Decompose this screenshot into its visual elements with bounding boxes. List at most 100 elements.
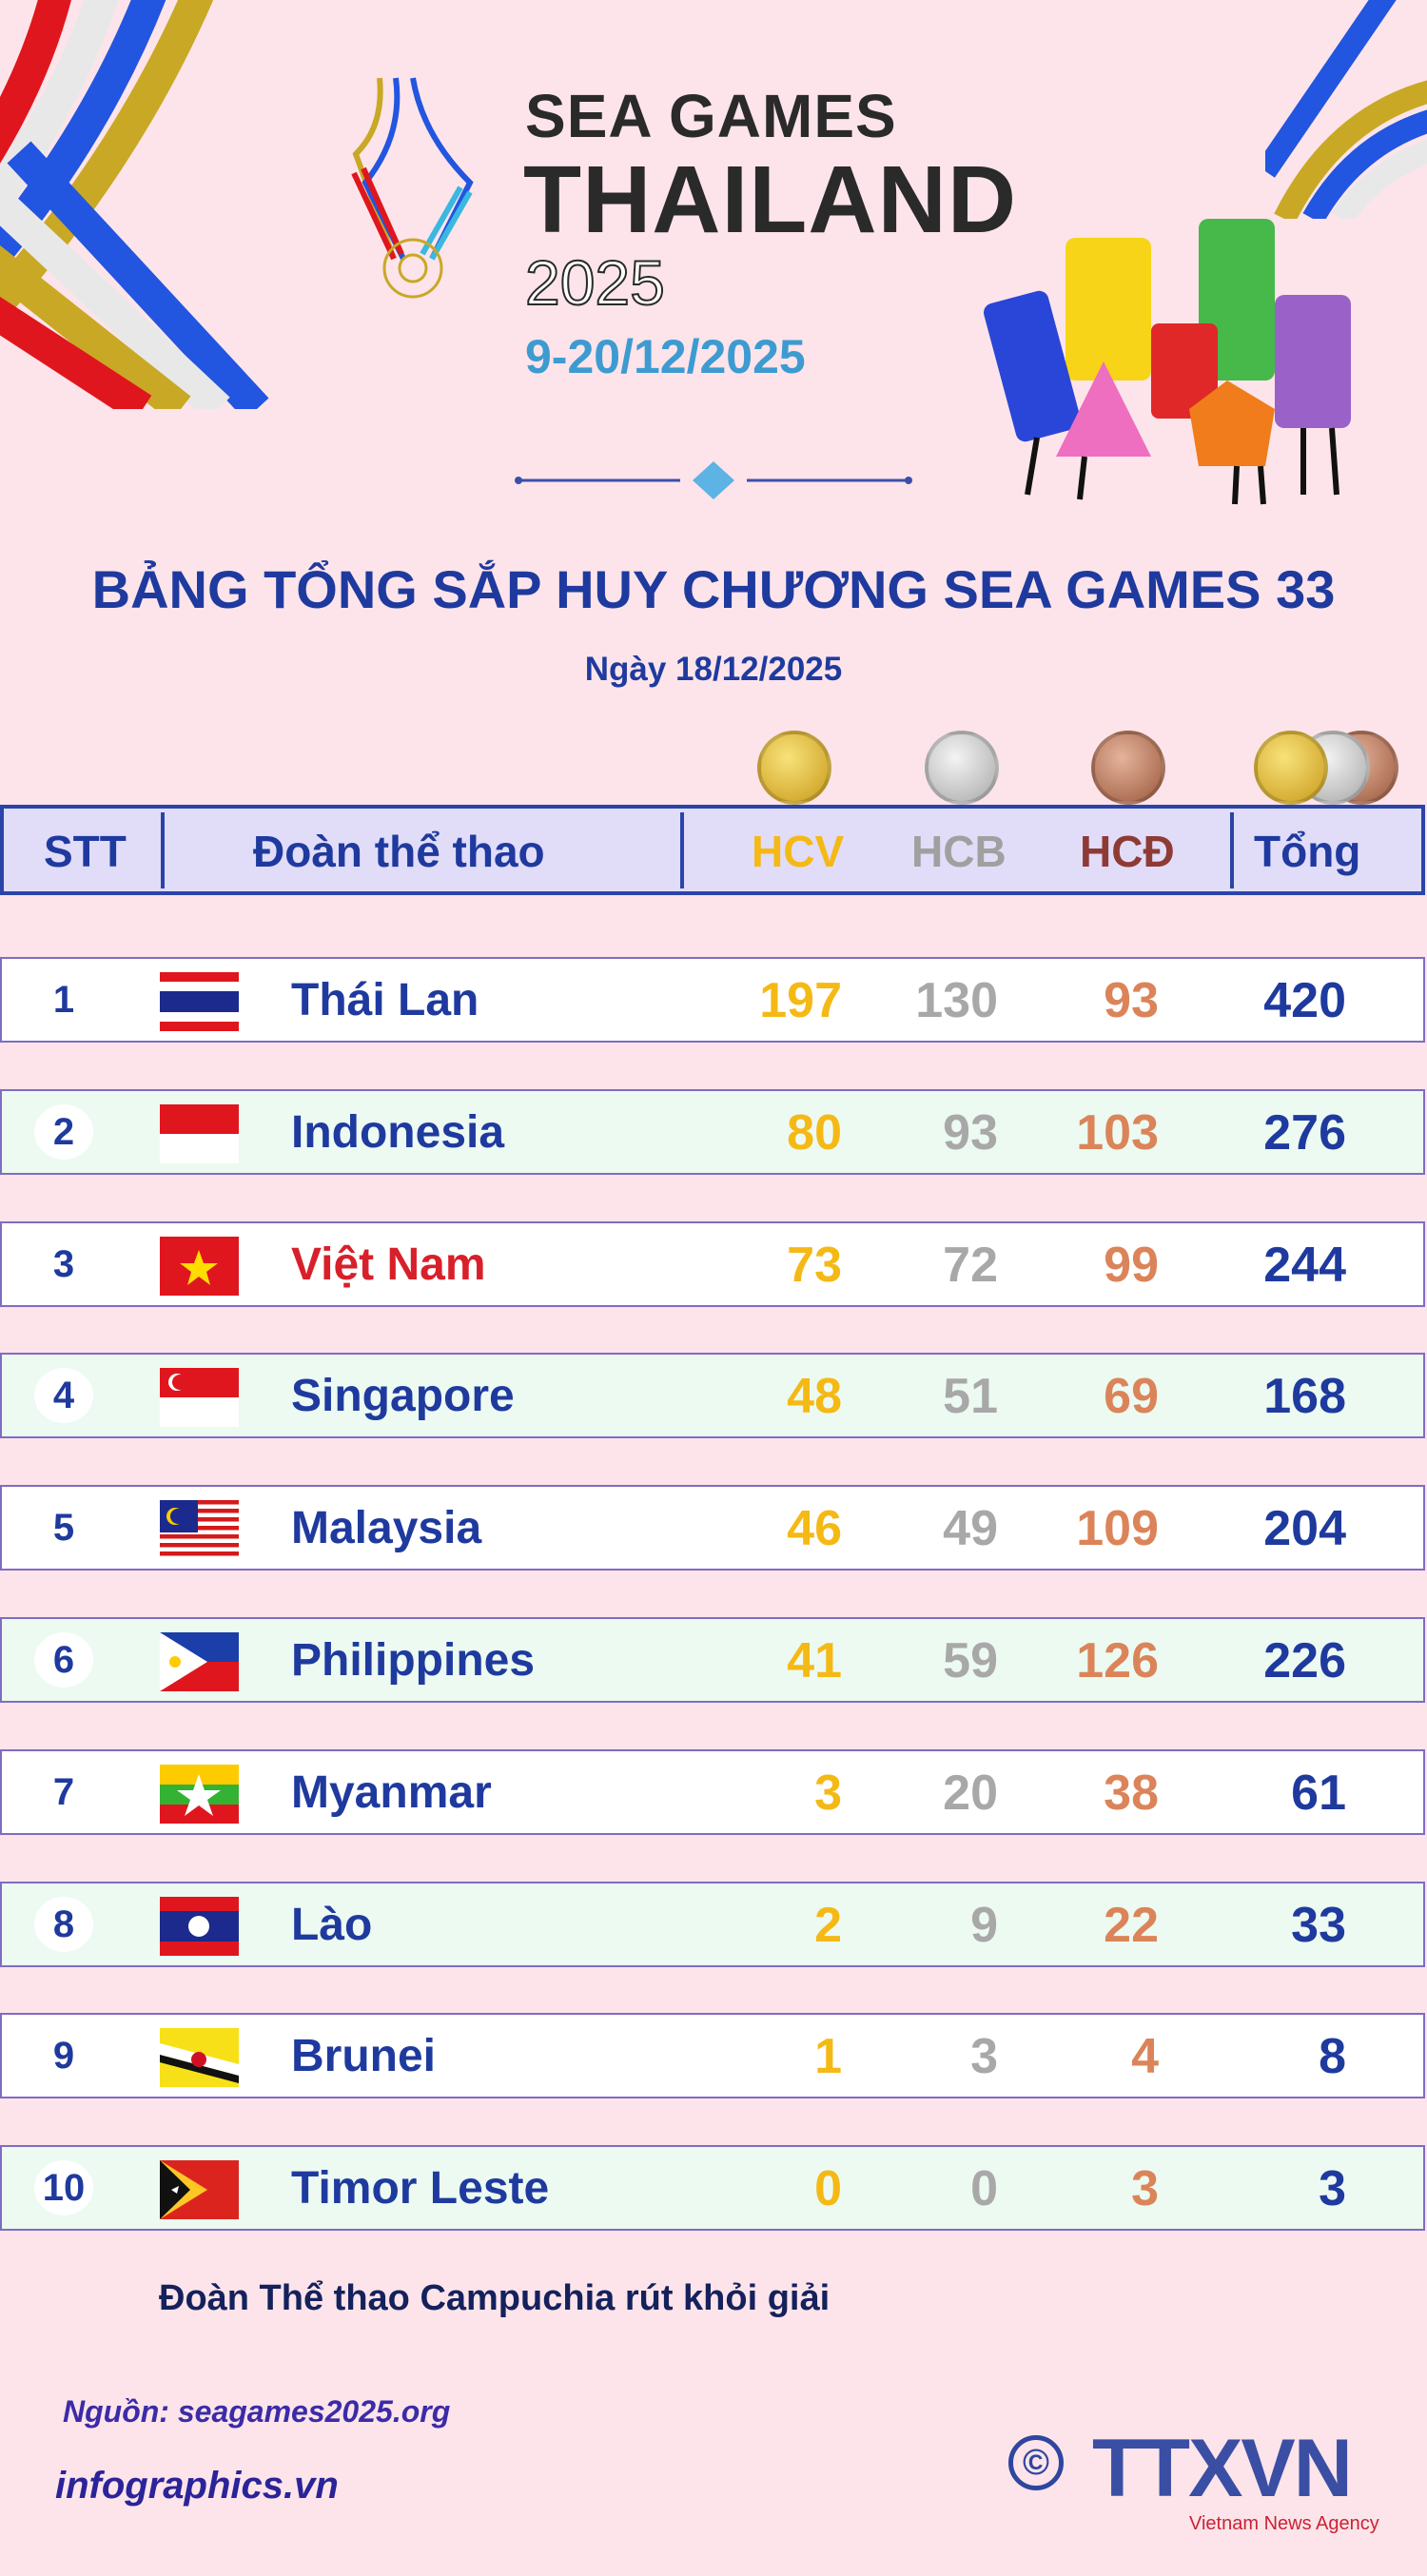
total-count: 61: [1291, 1765, 1346, 1821]
header-bronze: HCĐ: [1080, 827, 1175, 876]
bronze-count: 4: [1131, 2029, 1159, 2085]
rank: 8: [34, 1896, 93, 1952]
flag-brunei-icon: [160, 2028, 239, 2088]
rank: 6: [34, 1632, 93, 1688]
bronze-count: 38: [1104, 1765, 1159, 1821]
table-row: 1 Thái Lan 197 130 93 420: [0, 957, 1425, 1043]
team-name: Singapore: [291, 1371, 515, 1422]
rank: 7: [52, 1770, 75, 1813]
total-count: 33: [1291, 1897, 1346, 1953]
rank: 2: [34, 1103, 93, 1160]
header-team: Đoàn thể thao: [253, 827, 545, 876]
gold-count: 48: [787, 1369, 842, 1425]
header-silver: HCB: [911, 827, 1007, 876]
team-name: Timor Leste: [291, 2163, 550, 2215]
total-count: 420: [1263, 973, 1346, 1028]
gold-count: 1: [814, 2029, 842, 2085]
table-row: 6 Philippines 41 59 126 226: [0, 1617, 1425, 1703]
team-name: Malaysia: [291, 1503, 482, 1554]
source-text: Nguồn: seagames2025.org: [63, 2394, 451, 2429]
rank: 3: [52, 1242, 75, 1285]
mascots-illustration: [984, 219, 1351, 505]
silver-count: 3: [970, 2029, 998, 2085]
table-row: 8 Lào 2 9 22 33: [0, 1881, 1425, 1967]
footnote: Đoàn Thể thao Campuchia rút khỏi giải: [159, 2278, 831, 2318]
gold-medal-icon: [757, 731, 831, 805]
silver-count: 130: [915, 973, 998, 1028]
website-link[interactable]: infographics.vn: [55, 2465, 339, 2507]
gold-count: 46: [787, 1501, 842, 1557]
silver-count: 59: [943, 1633, 998, 1688]
silver-count: 20: [943, 1765, 998, 1821]
header-stt: STT: [44, 827, 127, 876]
flag-laos-icon: [160, 1896, 239, 1956]
gold-count: 2: [814, 1897, 842, 1953]
total-count: 204: [1263, 1501, 1346, 1557]
rank: 4: [34, 1368, 93, 1424]
total-count: 8: [1319, 2029, 1346, 2085]
bronze-count: 93: [1104, 973, 1159, 1028]
total-count: 168: [1263, 1369, 1346, 1425]
silver-count: 72: [943, 1237, 998, 1293]
bronze-count: 69: [1104, 1369, 1159, 1425]
team-name: Thái Lan: [291, 975, 479, 1025]
gold-count: 3: [814, 1765, 842, 1821]
total-count: 226: [1263, 1633, 1346, 1688]
header-divider: [680, 812, 684, 888]
gold-count: 73: [787, 1237, 842, 1293]
rank: 5: [52, 1507, 75, 1550]
header-total: Tổng: [1254, 827, 1361, 876]
header-divider: [161, 812, 165, 888]
copyright-icon: ©: [1008, 2435, 1064, 2490]
bronze-count: 22: [1104, 1897, 1159, 1953]
team-name: Myanmar: [291, 1766, 492, 1818]
flag-malaysia-icon: [160, 1500, 239, 1560]
gold-count: 197: [759, 973, 842, 1028]
silver-count: 51: [943, 1369, 998, 1425]
header-gold: HCV: [752, 827, 845, 876]
silver-count: 9: [970, 1897, 998, 1953]
rank: 10: [34, 2160, 93, 2216]
flag-singapore-icon: [160, 1368, 239, 1428]
rank: 9: [52, 2035, 75, 2078]
team-name: Philippines: [291, 1635, 536, 1686]
divider-ornament: [515, 461, 912, 499]
team-name: Việt Nam: [291, 1239, 486, 1290]
team-name: Brunei: [291, 2031, 437, 2082]
team-name: Lào: [291, 1899, 373, 1950]
bronze-count: 109: [1076, 1501, 1159, 1557]
flag-philippines-icon: [160, 1632, 239, 1691]
decorative-stripes-left: [0, 0, 269, 409]
team-name: Indonesia: [291, 1106, 505, 1158]
brand-year: 2025: [524, 247, 666, 318]
table-row: 5 Malaysia 46 49 109 204: [0, 1485, 1425, 1571]
bronze-count: 103: [1076, 1104, 1159, 1161]
bronze-medal-icon: [1091, 731, 1165, 805]
bronze-count: 3: [1131, 2161, 1159, 2217]
table-row: 4 Singapore 48 51 69 168: [0, 1353, 1425, 1439]
ttxvn-tagline: Vietnam News Agency: [1189, 2513, 1379, 2534]
gold-count: 80: [787, 1104, 842, 1161]
flag-myanmar-icon: [160, 1764, 239, 1824]
total-count: 276: [1263, 1104, 1346, 1161]
brand-line-2: THAILAND: [523, 146, 1018, 253]
table-row: 7 Myanmar 3 20 38 61: [0, 1748, 1425, 1835]
brand-line-1: SEA GAMES: [525, 82, 897, 150]
header-divider: [1230, 812, 1234, 888]
flag-thailand-icon: [160, 972, 239, 1031]
total-count: 244: [1263, 1237, 1346, 1293]
flag-vietnam-icon: [160, 1236, 239, 1296]
silver-medal-icon: [925, 731, 999, 805]
silver-count: 0: [970, 2161, 998, 2217]
bronze-count: 99: [1104, 1237, 1159, 1293]
flag-indonesia-icon: [160, 1103, 239, 1163]
bronze-count: 126: [1076, 1633, 1159, 1688]
table-row: 9 Brunei 1 3 4 8: [0, 2013, 1425, 2099]
table-row: 2 Indonesia 80 93 103 276: [0, 1088, 1425, 1175]
event-dates: 9-20/12/2025: [525, 330, 806, 383]
page-title: BẢNG TỔNG SẮP HUY CHƯƠNG SEA GAMES 33: [91, 559, 1336, 619]
flag-timor-leste-icon: [160, 2160, 239, 2220]
table-header: STT Đoàn thể thao HCV HCB HCĐ Tổng: [0, 805, 1425, 895]
sea-games-logo: [351, 77, 474, 299]
table-row: 10 Timor Leste 0 0 3 3: [0, 2145, 1425, 2232]
